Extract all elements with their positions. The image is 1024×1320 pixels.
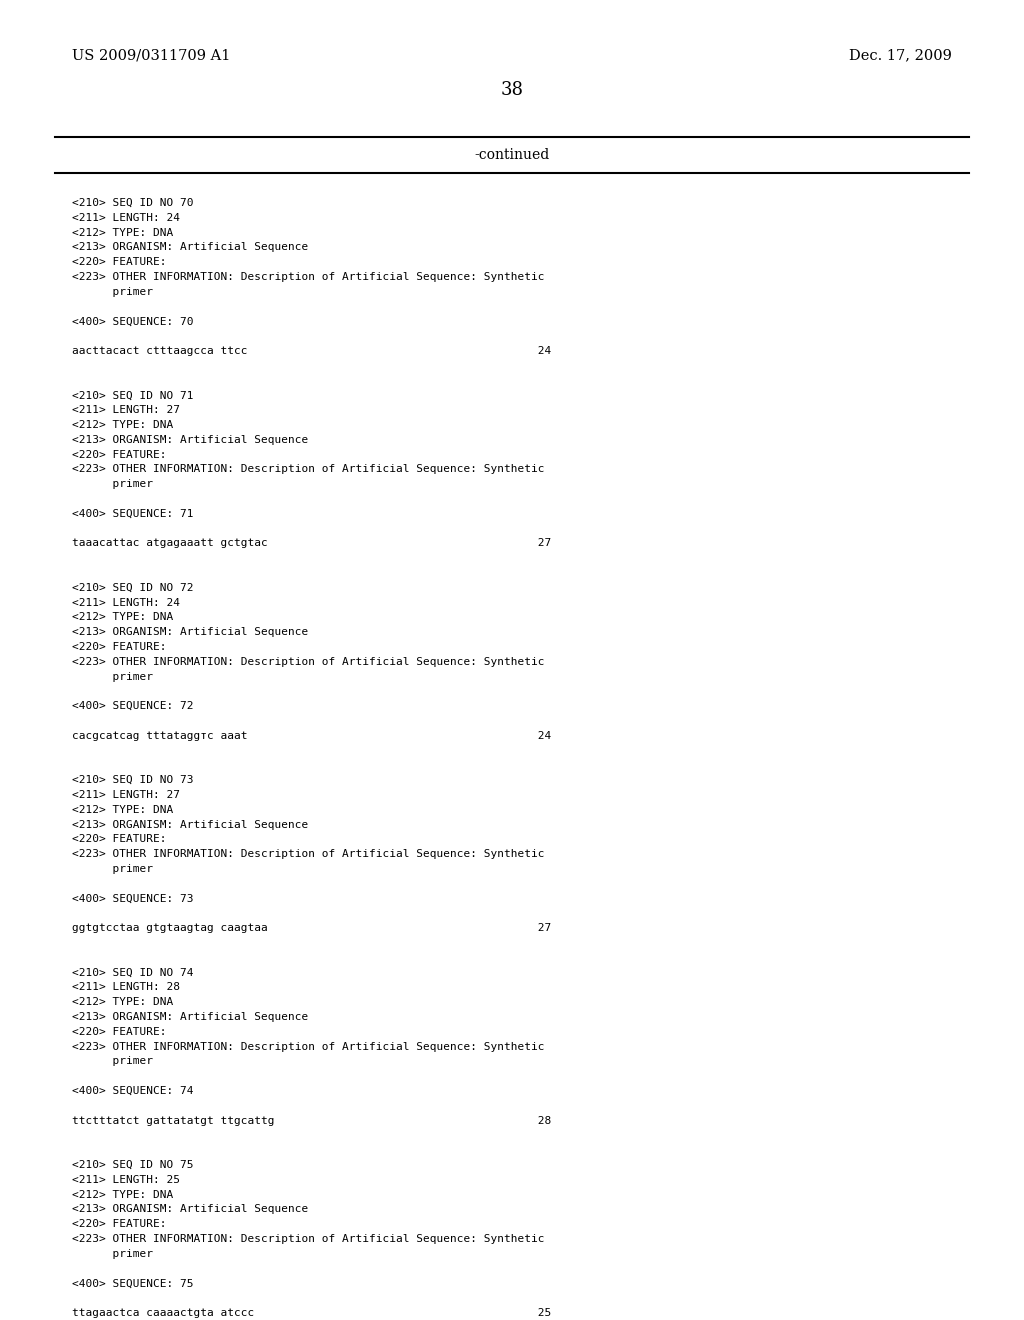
Text: -continued: -continued [474, 148, 550, 162]
Text: <212> TYPE: DNA: <212> TYPE: DNA [72, 997, 173, 1007]
Text: ttctttatct gattatatgt ttgcattg                                       28: ttctttatct gattatatgt ttgcattg 28 [72, 1115, 551, 1126]
Text: <213> ORGANISM: Artificial Sequence: <213> ORGANISM: Artificial Sequence [72, 820, 308, 829]
Text: <212> TYPE: DNA: <212> TYPE: DNA [72, 612, 173, 623]
Text: <212> TYPE: DNA: <212> TYPE: DNA [72, 805, 173, 814]
Text: <400> SEQUENCE: 73: <400> SEQUENCE: 73 [72, 894, 194, 904]
Text: <212> TYPE: DNA: <212> TYPE: DNA [72, 227, 173, 238]
Text: <220> FEATURE:: <220> FEATURE: [72, 450, 167, 459]
Text: <223> OTHER INFORMATION: Description of Artificial Sequence: Synthetic: <223> OTHER INFORMATION: Description of … [72, 1234, 545, 1243]
Text: Dec. 17, 2009: Dec. 17, 2009 [849, 48, 952, 62]
Text: taaacattac atgagaaatt gctgtac                                        27: taaacattac atgagaaatt gctgtac 27 [72, 539, 551, 548]
Text: <220> FEATURE:: <220> FEATURE: [72, 834, 167, 845]
Text: <210> SEQ ID NO 75: <210> SEQ ID NO 75 [72, 1160, 194, 1170]
Text: <400> SEQUENCE: 72: <400> SEQUENCE: 72 [72, 701, 194, 711]
Text: primer: primer [72, 672, 153, 681]
Text: primer: primer [72, 865, 153, 874]
Text: <400> SEQUENCE: 70: <400> SEQUENCE: 70 [72, 317, 194, 326]
Text: <212> TYPE: DNA: <212> TYPE: DNA [72, 420, 173, 430]
Text: <212> TYPE: DNA: <212> TYPE: DNA [72, 1189, 173, 1200]
Text: <223> OTHER INFORMATION: Description of Artificial Sequence: Synthetic: <223> OTHER INFORMATION: Description of … [72, 1041, 545, 1052]
Text: <213> ORGANISM: Artificial Sequence: <213> ORGANISM: Artificial Sequence [72, 243, 308, 252]
Text: <223> OTHER INFORMATION: Description of Artificial Sequence: Synthetic: <223> OTHER INFORMATION: Description of … [72, 465, 545, 474]
Text: ggtgtcctaa gtgtaagtag caagtaa                                        27: ggtgtcctaa gtgtaagtag caagtaa 27 [72, 923, 551, 933]
Text: <213> ORGANISM: Artificial Sequence: <213> ORGANISM: Artificial Sequence [72, 1012, 308, 1022]
Text: <400> SEQUENCE: 74: <400> SEQUENCE: 74 [72, 1086, 194, 1096]
Text: <211> LENGTH: 24: <211> LENGTH: 24 [72, 598, 180, 607]
Text: <211> LENGTH: 25: <211> LENGTH: 25 [72, 1175, 180, 1185]
Text: <223> OTHER INFORMATION: Description of Artificial Sequence: Synthetic: <223> OTHER INFORMATION: Description of … [72, 849, 545, 859]
Text: aacttacact ctttaagcca ttcc                                           24: aacttacact ctttaagcca ttcc 24 [72, 346, 551, 356]
Text: <220> FEATURE:: <220> FEATURE: [72, 257, 167, 267]
Text: primer: primer [72, 1056, 153, 1067]
Text: US 2009/0311709 A1: US 2009/0311709 A1 [72, 48, 230, 62]
Text: <210> SEQ ID NO 71: <210> SEQ ID NO 71 [72, 391, 194, 400]
Text: cacgcatcag tttataggтc aaat                                           24: cacgcatcag tttataggтc aaat 24 [72, 731, 551, 741]
Text: <220> FEATURE:: <220> FEATURE: [72, 1220, 167, 1229]
Text: <223> OTHER INFORMATION: Description of Artificial Sequence: Synthetic: <223> OTHER INFORMATION: Description of … [72, 272, 545, 282]
Text: <211> LENGTH: 28: <211> LENGTH: 28 [72, 982, 180, 993]
Text: <400> SEQUENCE: 71: <400> SEQUENCE: 71 [72, 508, 194, 519]
Text: <211> LENGTH: 27: <211> LENGTH: 27 [72, 789, 180, 800]
Text: primer: primer [72, 1249, 153, 1259]
Text: primer: primer [72, 286, 153, 297]
Text: <210> SEQ ID NO 70: <210> SEQ ID NO 70 [72, 198, 194, 209]
Text: <211> LENGTH: 27: <211> LENGTH: 27 [72, 405, 180, 416]
Text: <210> SEQ ID NO 72: <210> SEQ ID NO 72 [72, 583, 194, 593]
Text: <220> FEATURE:: <220> FEATURE: [72, 642, 167, 652]
Text: <223> OTHER INFORMATION: Description of Artificial Sequence: Synthetic: <223> OTHER INFORMATION: Description of … [72, 657, 545, 667]
Text: <213> ORGANISM: Artificial Sequence: <213> ORGANISM: Artificial Sequence [72, 1204, 308, 1214]
Text: <220> FEATURE:: <220> FEATURE: [72, 1027, 167, 1036]
Text: 38: 38 [501, 81, 523, 99]
Text: <213> ORGANISM: Artificial Sequence: <213> ORGANISM: Artificial Sequence [72, 627, 308, 638]
Text: <210> SEQ ID NO 74: <210> SEQ ID NO 74 [72, 968, 194, 978]
Text: <213> ORGANISM: Artificial Sequence: <213> ORGANISM: Artificial Sequence [72, 434, 308, 445]
Text: ttagaactca caaaactgta atccc                                          25: ttagaactca caaaactgta atccc 25 [72, 1308, 551, 1317]
Text: <211> LENGTH: 24: <211> LENGTH: 24 [72, 213, 180, 223]
Text: primer: primer [72, 479, 153, 490]
Text: <210> SEQ ID NO 73: <210> SEQ ID NO 73 [72, 775, 194, 785]
Text: <400> SEQUENCE: 75: <400> SEQUENCE: 75 [72, 1278, 194, 1288]
